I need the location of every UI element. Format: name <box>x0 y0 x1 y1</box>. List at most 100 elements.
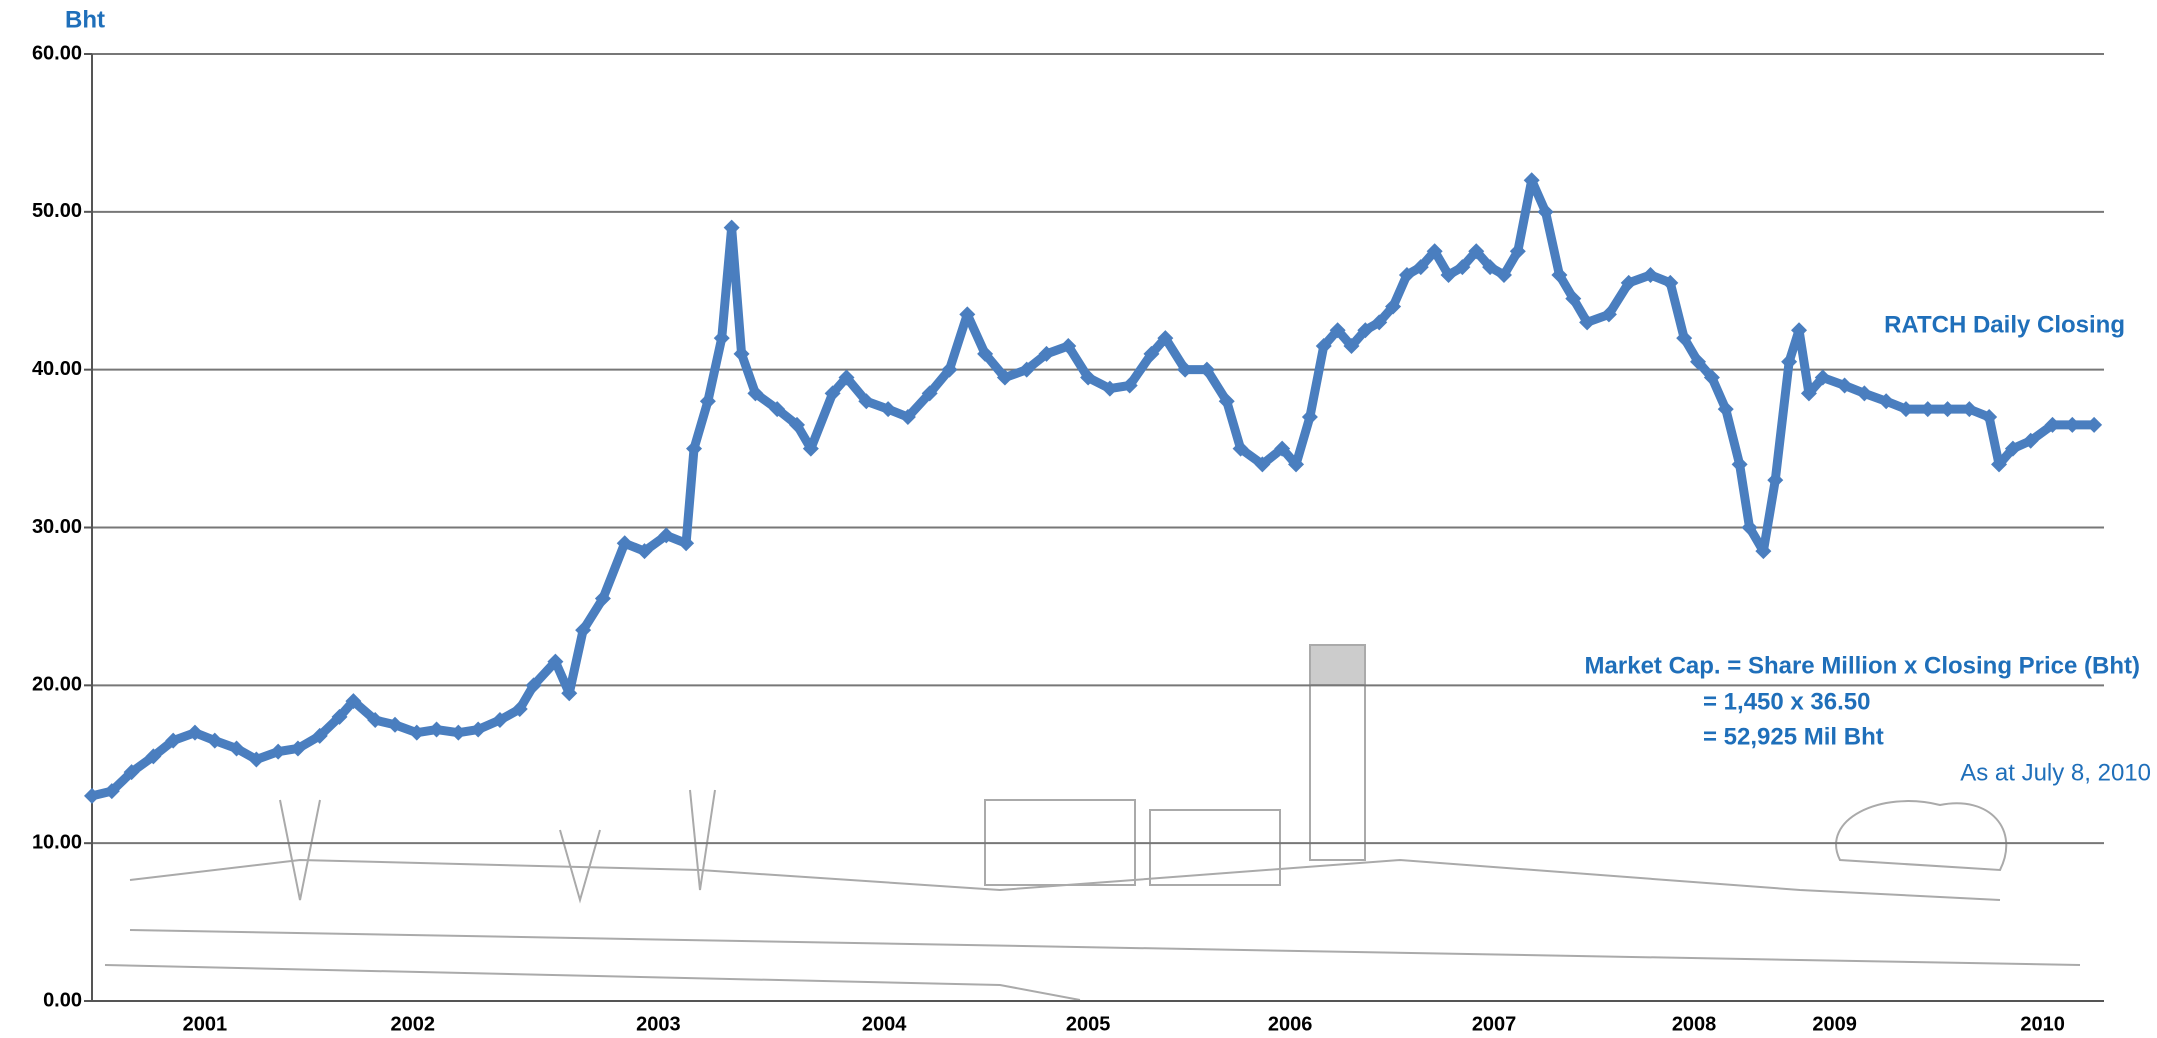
data-point <box>575 622 592 639</box>
data-point <box>1620 274 1637 291</box>
data-point <box>1343 337 1360 354</box>
data-point <box>1939 401 1956 418</box>
data-point <box>747 385 764 402</box>
x-tick-label: 2009 <box>1812 1013 1857 1035</box>
data-point <box>1897 401 1914 418</box>
data-point <box>723 219 740 236</box>
data-point <box>1981 409 1998 426</box>
data-point <box>1440 266 1457 283</box>
data-point <box>788 416 805 433</box>
data-point <box>1767 472 1784 489</box>
data-point <box>1781 353 1798 370</box>
y-tick-label: 60.00 <box>32 42 82 64</box>
data-point <box>1731 456 1748 473</box>
data-point <box>1157 330 1174 347</box>
data-point <box>428 721 445 738</box>
data-point <box>1690 353 1707 370</box>
data-point <box>367 712 384 729</box>
data-point <box>594 590 611 607</box>
plant-illustration <box>104 644 2081 1001</box>
data-point <box>1741 519 1758 536</box>
y-tick-label: 20.00 <box>32 674 82 696</box>
x-tick-label: 2007 <box>1472 1013 1517 1035</box>
x-tick-label: 2006 <box>1268 1013 1313 1035</box>
y-axis-label: Bht <box>65 6 105 33</box>
data-point <box>1143 345 1160 362</box>
data-point <box>1121 377 1138 394</box>
data-point <box>699 393 716 410</box>
data-point <box>2064 416 2081 433</box>
data-point <box>899 409 916 426</box>
data-point <box>289 740 306 757</box>
data-point <box>1703 369 1720 386</box>
data-point <box>491 712 508 729</box>
data-point <box>1101 380 1118 397</box>
data-point <box>2086 416 2103 433</box>
data-point <box>1856 385 1873 402</box>
data-point <box>1274 440 1291 457</box>
data-point <box>1717 401 1734 418</box>
data-point <box>408 724 425 741</box>
data-point <box>511 701 528 718</box>
data-point <box>525 677 542 694</box>
data-point <box>1551 266 1568 283</box>
data-point <box>165 732 182 749</box>
y-tick-label: 0.00 <box>43 989 82 1011</box>
data-point <box>1662 274 1679 291</box>
data-point <box>1755 543 1772 560</box>
data-point <box>1482 259 1499 276</box>
data-point <box>2044 416 2061 433</box>
data-point <box>2004 440 2021 457</box>
y-tick-label: 40.00 <box>32 358 82 380</box>
data-point <box>1836 377 1853 394</box>
data-point <box>1426 243 1443 260</box>
data-point <box>686 440 703 457</box>
data-point <box>1537 203 1554 220</box>
data-point <box>248 751 265 768</box>
data-point <box>1371 314 1388 331</box>
data-point <box>802 440 819 457</box>
data-point <box>345 693 362 710</box>
data-point <box>1642 266 1659 283</box>
data-point <box>1018 361 1035 378</box>
data-point <box>1800 385 1817 402</box>
data-point <box>1676 330 1693 347</box>
data-point <box>1398 266 1415 283</box>
data-point <box>1791 322 1808 339</box>
data-point <box>824 385 841 402</box>
data-point <box>1038 345 1055 362</box>
data-point <box>84 787 100 804</box>
data-point <box>1523 172 1540 189</box>
data-point <box>561 685 578 702</box>
data-point <box>1961 401 1978 418</box>
data-point <box>880 401 897 418</box>
data-point <box>2022 432 2039 449</box>
annotation: = 52,925 Mil Bht <box>1703 723 1884 750</box>
data-point <box>713 330 730 347</box>
data-point <box>977 345 994 362</box>
data-point <box>1315 337 1332 354</box>
data-point <box>270 743 287 760</box>
data-point <box>103 783 120 800</box>
data-point <box>1878 393 1895 410</box>
x-tick-label: 2010 <box>2020 1013 2065 1035</box>
data-point <box>1218 393 1235 410</box>
data-point <box>1919 401 1936 418</box>
annotation: As at July 8, 2010 <box>1960 759 2151 786</box>
x-tick-label: 2001 <box>183 1013 228 1035</box>
data-point <box>228 740 245 757</box>
data-point <box>1177 361 1194 378</box>
annotation: = 1,450 x 36.50 <box>1703 688 1870 715</box>
data-point <box>1198 361 1215 378</box>
data-point <box>636 543 653 560</box>
data-point <box>616 535 633 552</box>
data-point <box>186 724 203 741</box>
y-tick-label: 50.00 <box>32 200 82 222</box>
data-point <box>331 708 348 725</box>
data-point <box>959 306 976 323</box>
data-point <box>1454 259 1471 276</box>
data-point <box>769 401 786 418</box>
data-point <box>941 361 958 378</box>
data-point <box>450 724 467 741</box>
